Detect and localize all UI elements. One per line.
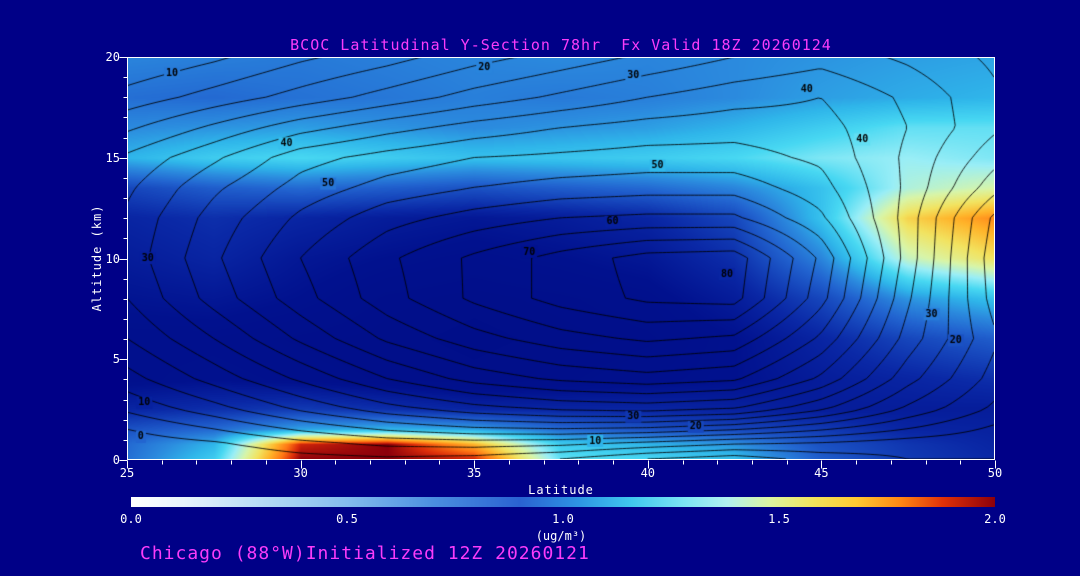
x-tick-label: 50 [987, 466, 1003, 480]
y-tick-label: 15 [105, 150, 120, 165]
chart-title: BCOC Latitudinal Y-Section 78hr Fx Valid… [290, 36, 832, 54]
y-tick-label: 20 [105, 50, 120, 64]
plot-area [127, 57, 995, 460]
colorbar-tick-label: 1.0 [552, 512, 574, 526]
x-tick-label: 45 [814, 466, 829, 480]
y-tick-label: 0 [112, 453, 120, 467]
contour-plot-canvas [127, 57, 995, 460]
x-tick-label: 40 [640, 466, 656, 480]
footer-annotation: Chicago (88°W)Initialized 12Z 20260121 [140, 543, 590, 564]
colorbar-units: (ug/m³) [535, 529, 587, 543]
y-tick-label: 5 [112, 352, 120, 367]
x-axis-title: Latitude [528, 483, 594, 497]
colorbar-tick-label: 2.0 [984, 512, 1006, 526]
colorbar-gradient [131, 497, 995, 507]
colorbar-tick-label: 0.5 [336, 512, 358, 526]
x-tick-label: 25 [119, 466, 135, 480]
colorbar-tick-label: 1.5 [768, 512, 790, 526]
y-tick-label: 10 [105, 251, 120, 266]
x-tick-label: 30 [293, 466, 308, 480]
colorbar-tick-label: 0.0 [120, 512, 142, 526]
x-tick-label: 35 [466, 466, 482, 480]
